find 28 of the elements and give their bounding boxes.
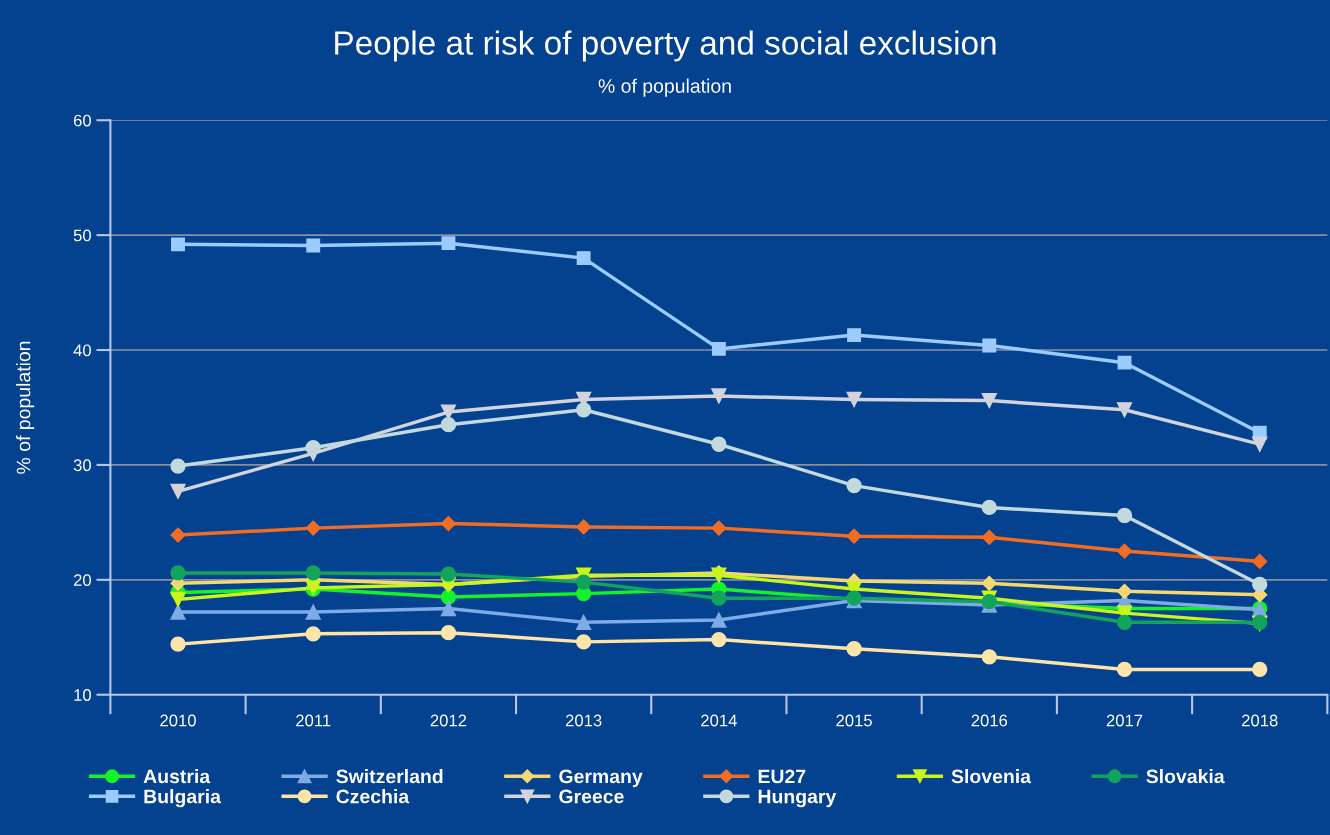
x-tick-label: 2011 xyxy=(296,714,331,727)
legend-label: Czechia xyxy=(336,789,410,804)
y-tick-label: 50 xyxy=(73,229,91,242)
legend-label: Austria xyxy=(143,769,211,784)
legend-label: Bulgaria xyxy=(144,789,222,808)
x-tick-label: 2012 xyxy=(430,714,467,727)
legend-label: EU27 xyxy=(758,769,806,784)
y-tick-label: 10 xyxy=(74,689,91,701)
legend-label: Slovenia xyxy=(951,769,1032,784)
y-axis-title: % of population xyxy=(16,341,35,474)
x-tick-label: 2013 xyxy=(565,714,602,727)
legend-label: Greece xyxy=(559,789,624,804)
legend-label: Switzerland xyxy=(336,769,443,784)
x-tick-label: 2014 xyxy=(701,714,737,727)
legend-label: Slovakia xyxy=(1146,769,1225,784)
x-tick-label: 2010 xyxy=(160,714,196,727)
y-tick-label: 40 xyxy=(73,344,91,357)
x-tick-label: 2018 xyxy=(1242,714,1278,727)
y-tick-label: 20 xyxy=(73,574,91,587)
x-tick-label: 2017 xyxy=(1106,714,1143,727)
legend-label: Germany xyxy=(559,769,643,788)
chart-title: People at risk of poverty and social exclusion xyxy=(335,30,996,62)
legend-label: Hungary xyxy=(758,789,837,808)
x-tick-label: 2015 xyxy=(836,714,872,727)
y-tick-label: 30 xyxy=(73,459,91,472)
chart-subtitle: % of population xyxy=(598,78,731,97)
x-tick-label: 2016 xyxy=(971,714,1008,727)
y-tick-label: 60 xyxy=(73,114,91,127)
